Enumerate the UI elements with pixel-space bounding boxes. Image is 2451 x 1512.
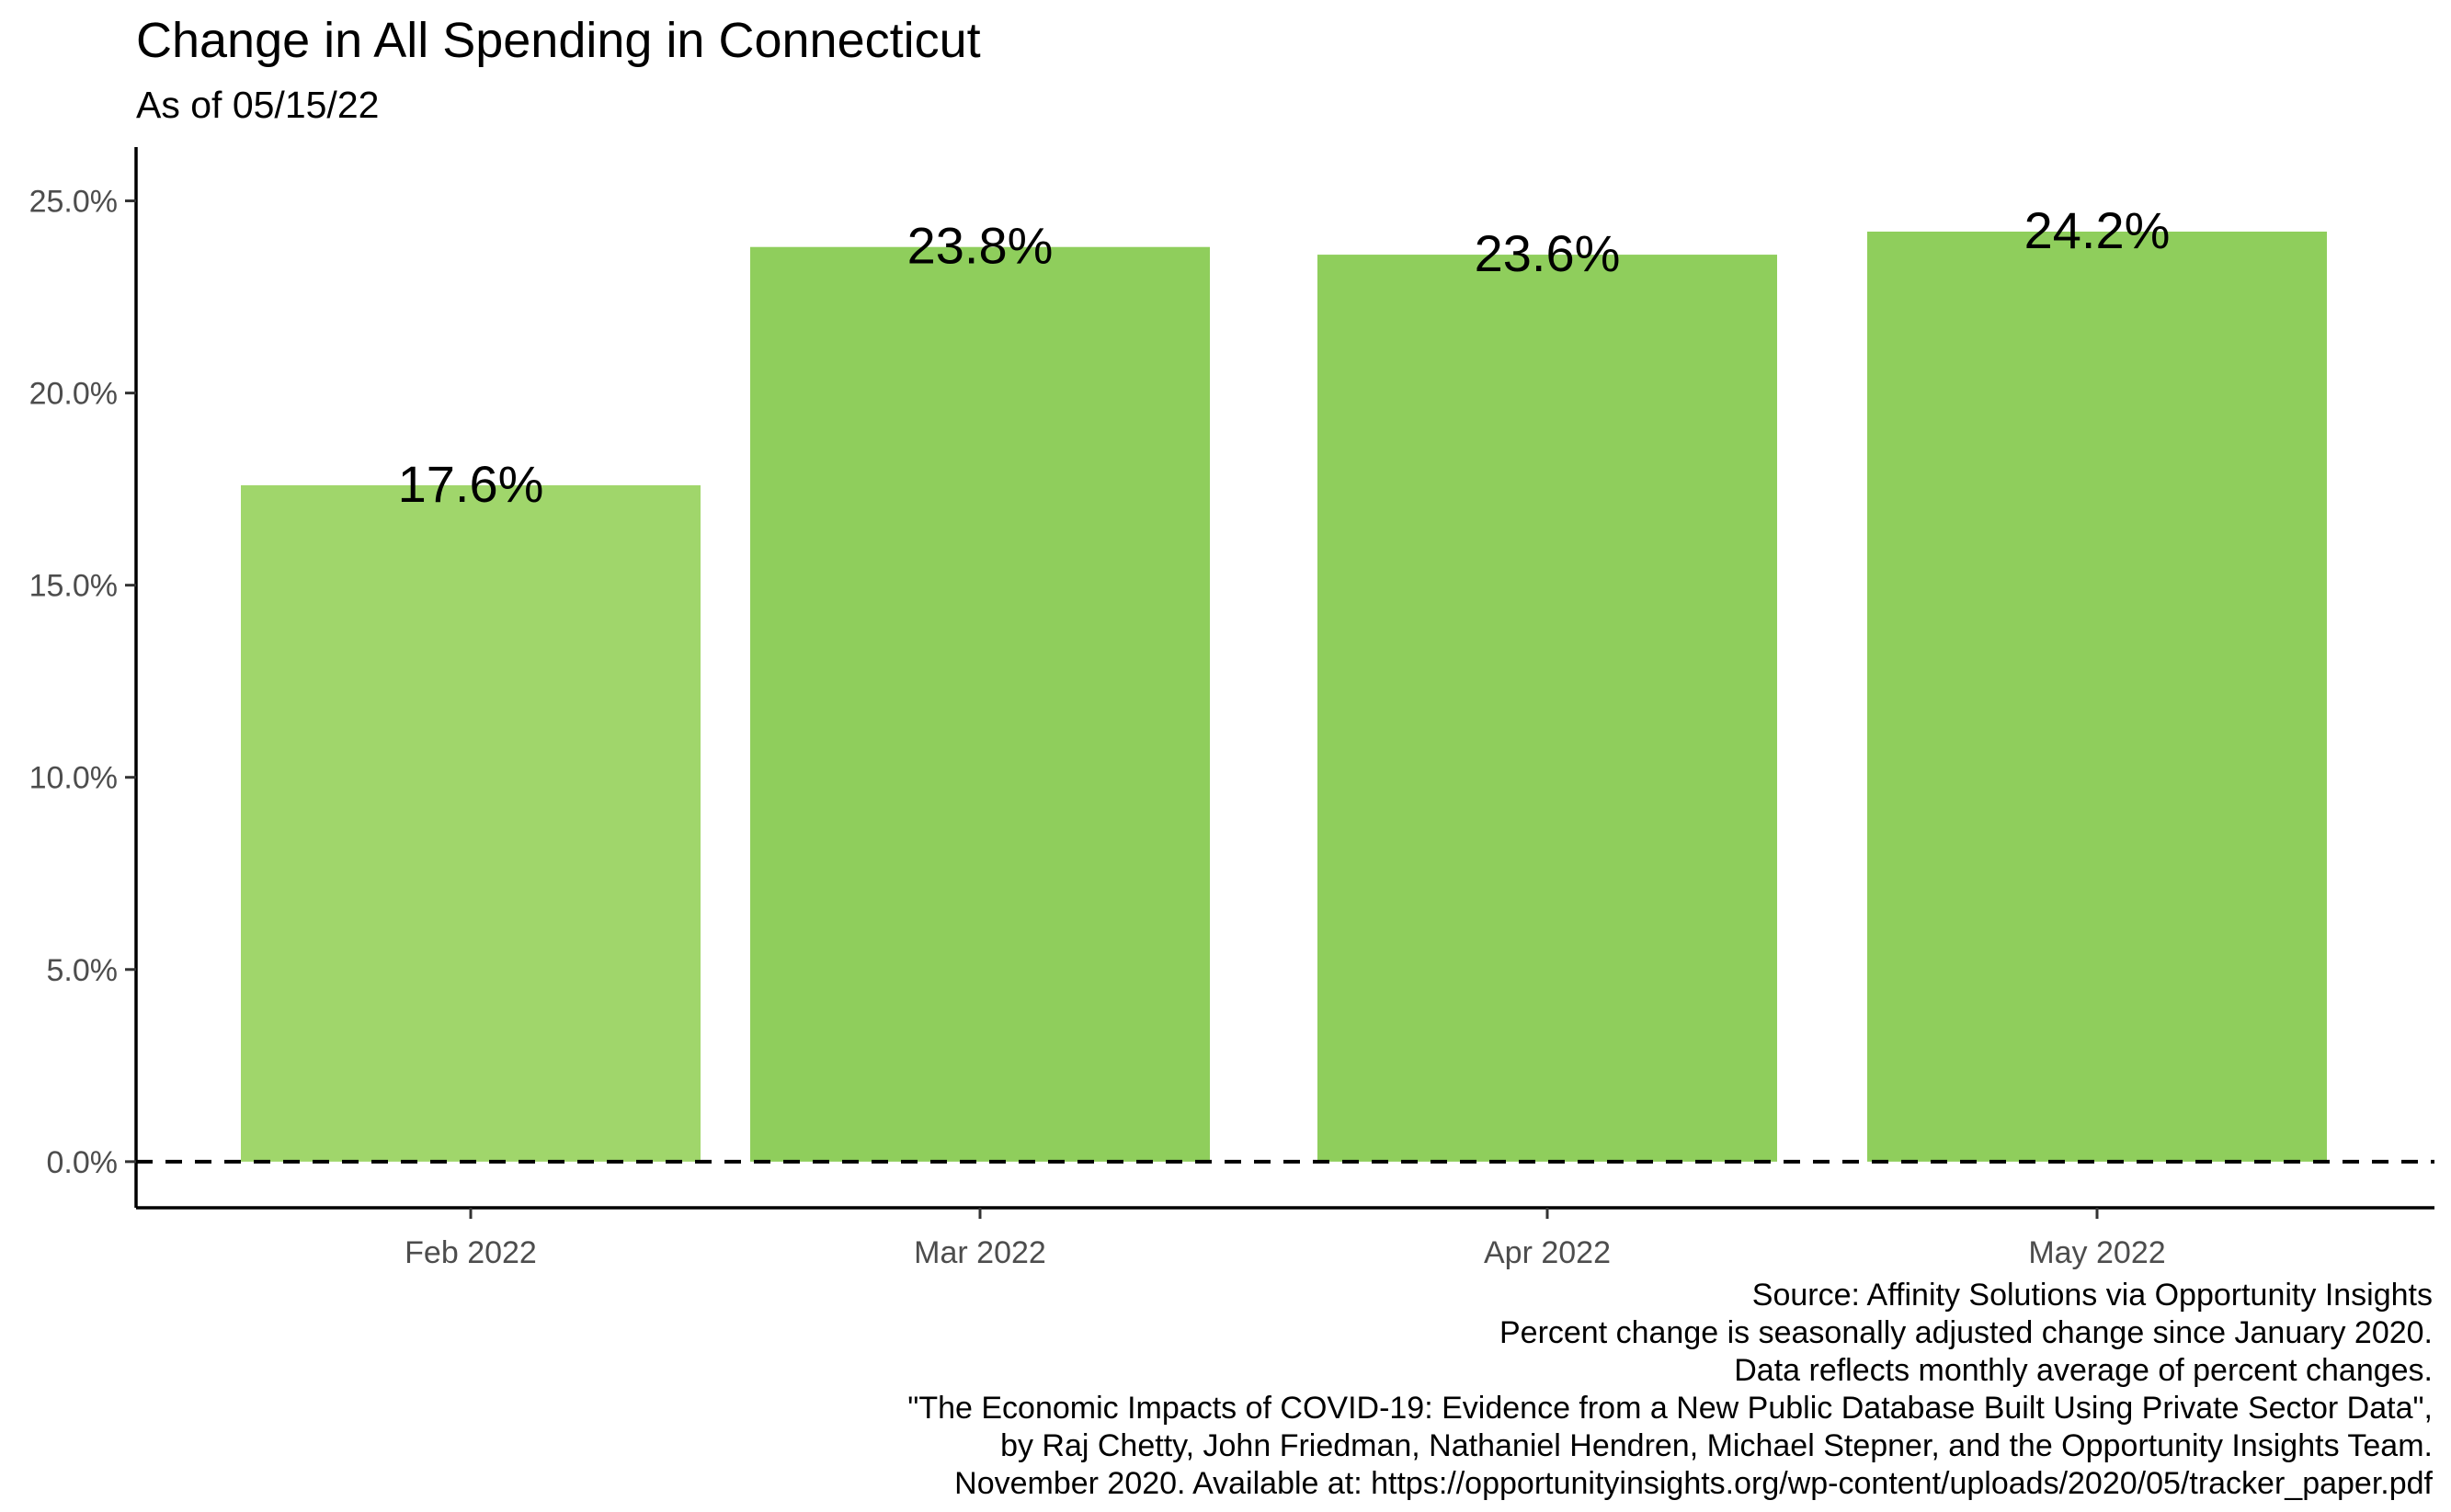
data-label: 23.6% <box>1475 224 1621 282</box>
x-tick-label: Mar 2022 <box>914 1235 1046 1270</box>
x-tick-label: May 2022 <box>2028 1235 2165 1270</box>
caption-line: November 2020. Available at: https://opp… <box>954 1466 2433 1501</box>
caption-line: Percent change is seasonally adjusted ch… <box>1499 1315 2433 1350</box>
data-label: 23.8% <box>907 217 1054 275</box>
caption-line: Data reflects monthly average of percent… <box>1734 1353 2433 1388</box>
bar-apr-2022 <box>1317 255 1777 1162</box>
y-tick-label: 25.0% <box>29 185 118 220</box>
chart-subtitle: As of 05/15/22 <box>136 84 379 126</box>
y-tick-label: 20.0% <box>29 377 118 412</box>
bar-mar-2022 <box>750 246 1210 1162</box>
y-tick-label: 5.0% <box>47 953 119 988</box>
y-axis-ticks: 0.0% 5.0% 10.0% 15.0% 20.0% 25.0% <box>29 185 136 1180</box>
x-tick-label: Feb 2022 <box>405 1235 537 1270</box>
bar-may-2022 <box>1867 231 2327 1162</box>
bars-group <box>241 231 2327 1162</box>
y-tick-label: 0.0% <box>47 1145 119 1180</box>
chart-title: Change in All Spending in Connecticut <box>136 13 981 68</box>
data-labels-group: 17.6% 23.8% 23.6% 24.2% <box>398 201 2171 513</box>
chart-caption: Source: Affinity Solutions via Opportuni… <box>907 1278 2433 1501</box>
caption-line: by Raj Chetty, John Friedman, Nathaniel … <box>1000 1428 2433 1463</box>
x-tick-label: Apr 2022 <box>1484 1235 1611 1270</box>
caption-line: "The Economic Impacts of COVID-19: Evide… <box>907 1391 2433 1426</box>
caption-line: Source: Affinity Solutions via Opportuni… <box>1752 1278 2433 1313</box>
bar-feb-2022 <box>241 484 701 1162</box>
data-label: 17.6% <box>398 455 544 513</box>
data-label: 24.2% <box>2024 201 2171 259</box>
y-tick-label: 15.0% <box>29 569 118 604</box>
y-tick-label: 10.0% <box>29 761 118 796</box>
x-axis-ticks: Feb 2022 Mar 2022 Apr 2022 May 2022 <box>405 1208 2166 1270</box>
